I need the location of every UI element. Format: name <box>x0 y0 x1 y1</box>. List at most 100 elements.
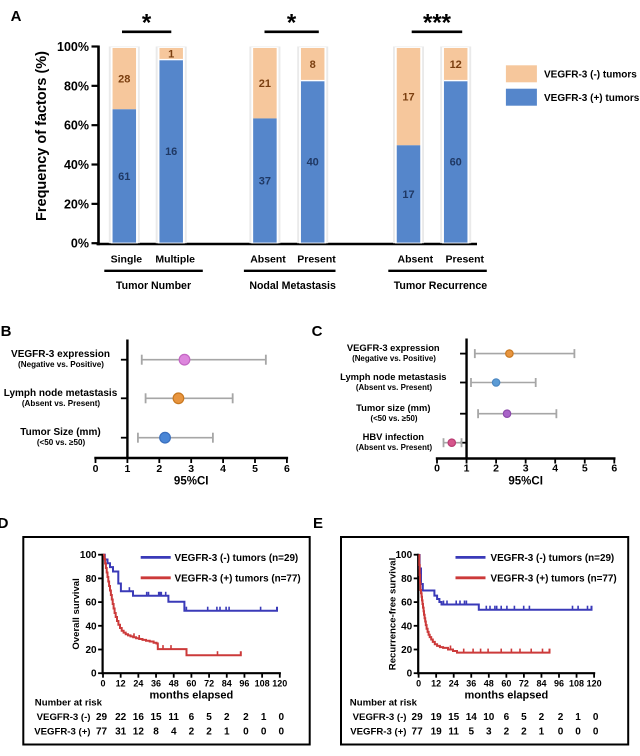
svg-text:0: 0 <box>100 679 105 689</box>
svg-text:2: 2 <box>224 712 230 723</box>
svg-text:Tumor Recurrence: Tumor Recurrence <box>394 280 488 292</box>
svg-text:0: 0 <box>279 712 285 723</box>
svg-text:0: 0 <box>593 712 599 723</box>
svg-text:12: 12 <box>116 679 126 689</box>
svg-text:Frequency of factors (%): Frequency of factors (%) <box>34 51 50 221</box>
svg-text:37: 37 <box>259 176 271 188</box>
svg-text:60%: 60% <box>64 119 89 133</box>
svg-text:Present: Present <box>446 254 485 266</box>
svg-text:0: 0 <box>593 726 599 737</box>
svg-text:VEGFR-3 (-) tumors (n=29): VEGFR-3 (-) tumors (n=29) <box>491 553 615 564</box>
svg-text:77: 77 <box>96 726 108 737</box>
svg-text:6: 6 <box>189 712 195 723</box>
svg-text:36: 36 <box>466 679 476 689</box>
svg-text:VEGFR-3 (-) tumors (n=29): VEGFR-3 (-) tumors (n=29) <box>175 553 299 564</box>
svg-text:100: 100 <box>80 550 97 561</box>
svg-text:Absent: Absent <box>250 254 286 266</box>
svg-text:60: 60 <box>401 598 413 609</box>
svg-text:Multiple: Multiple <box>155 254 195 266</box>
svg-text:1: 1 <box>261 712 267 723</box>
svg-text:B: B <box>1 323 12 340</box>
svg-text:(Negative vs. Positive): (Negative vs. Positive) <box>352 354 436 363</box>
svg-text:2: 2 <box>521 726 527 737</box>
svg-text:3: 3 <box>523 463 529 475</box>
svg-text:5: 5 <box>468 726 474 737</box>
svg-text:VEGFR-3 expression: VEGFR-3 expression <box>347 342 440 353</box>
svg-text:96: 96 <box>554 679 564 689</box>
svg-text:72: 72 <box>204 679 214 689</box>
svg-text:84: 84 <box>222 679 232 689</box>
svg-text:40: 40 <box>401 621 413 632</box>
svg-text:(Absent vs. Present): (Absent vs. Present) <box>22 399 101 408</box>
svg-text:17: 17 <box>402 92 414 104</box>
svg-text:(<50 vs. ≥50): (<50 vs. ≥50) <box>370 414 417 423</box>
svg-text:40: 40 <box>307 157 319 169</box>
svg-text:80: 80 <box>85 574 97 585</box>
svg-text:60: 60 <box>501 679 511 689</box>
svg-text:0: 0 <box>243 726 249 737</box>
svg-text:61: 61 <box>118 171 130 183</box>
svg-text:0: 0 <box>91 669 97 680</box>
svg-text:5: 5 <box>206 712 212 723</box>
svg-text:1: 1 <box>539 726 545 737</box>
svg-text:24: 24 <box>133 679 143 689</box>
svg-text:5: 5 <box>582 463 588 475</box>
svg-text:0: 0 <box>93 463 99 475</box>
svg-text:Lymph node metastasis: Lymph node metastasis <box>4 388 118 399</box>
svg-text:48: 48 <box>169 679 179 689</box>
svg-text:VEGFR-3 (-) tumors: VEGFR-3 (-) tumors <box>544 70 637 81</box>
svg-text:60: 60 <box>450 157 462 169</box>
svg-text:60: 60 <box>186 679 196 689</box>
svg-text:VEGFR-3 (+): VEGFR-3 (+) <box>350 726 406 737</box>
svg-text:120: 120 <box>587 679 602 689</box>
svg-text:VEGFR-3 (-): VEGFR-3 (-) <box>353 712 407 723</box>
svg-text:*: * <box>287 10 297 37</box>
svg-text:40%: 40% <box>64 158 89 172</box>
svg-text:3: 3 <box>486 726 492 737</box>
svg-text:5: 5 <box>521 712 527 723</box>
svg-text:Absent: Absent <box>398 254 434 266</box>
svg-text:6: 6 <box>284 463 290 475</box>
svg-text:1: 1 <box>224 726 230 737</box>
svg-text:11: 11 <box>168 712 179 723</box>
svg-text:108: 108 <box>255 679 270 689</box>
svg-text:10: 10 <box>483 712 495 723</box>
svg-text:1: 1 <box>464 463 470 475</box>
svg-text:5: 5 <box>252 463 258 475</box>
svg-text:8: 8 <box>310 59 316 71</box>
svg-text:31: 31 <box>115 726 127 737</box>
svg-text:29: 29 <box>412 712 424 723</box>
svg-text:36: 36 <box>151 679 161 689</box>
svg-text:80%: 80% <box>64 79 89 93</box>
svg-text:16: 16 <box>133 712 145 723</box>
svg-text:Recurrence-free survival: Recurrence-free survival <box>388 558 399 671</box>
svg-text:months elapsed: months elapsed <box>464 690 548 702</box>
svg-text:0: 0 <box>261 726 267 737</box>
svg-text:Present: Present <box>297 254 336 266</box>
svg-text:HBV infection: HBV infection <box>363 431 425 442</box>
svg-text:Tumor Number: Tumor Number <box>116 280 191 292</box>
svg-text:Overall survival: Overall survival <box>71 578 82 649</box>
svg-text:108: 108 <box>569 679 584 689</box>
svg-text:VEGFR-3 (+) tumors (n=77): VEGFR-3 (+) tumors (n=77) <box>175 574 301 585</box>
svg-text:15: 15 <box>150 712 162 723</box>
svg-text:20: 20 <box>401 645 413 656</box>
svg-text:VEGFR-3 (-): VEGFR-3 (-) <box>37 712 91 723</box>
svg-text:0%: 0% <box>71 237 89 251</box>
svg-text:0: 0 <box>575 726 581 737</box>
svg-text:Number at risk: Number at risk <box>350 698 418 709</box>
svg-text:D: D <box>0 515 9 532</box>
svg-text:0: 0 <box>434 463 440 475</box>
svg-text:20: 20 <box>85 645 97 656</box>
svg-text:***: *** <box>423 10 452 37</box>
svg-text:2: 2 <box>206 726 212 737</box>
svg-text:Number at risk: Number at risk <box>35 698 103 709</box>
svg-text:6: 6 <box>504 712 510 723</box>
svg-text:A: A <box>11 8 22 25</box>
svg-text:C: C <box>312 323 323 340</box>
svg-text:E: E <box>313 515 323 532</box>
svg-text:40: 40 <box>85 621 97 632</box>
svg-text:29: 29 <box>96 712 108 723</box>
svg-text:20%: 20% <box>64 197 89 211</box>
svg-text:19: 19 <box>431 726 443 737</box>
